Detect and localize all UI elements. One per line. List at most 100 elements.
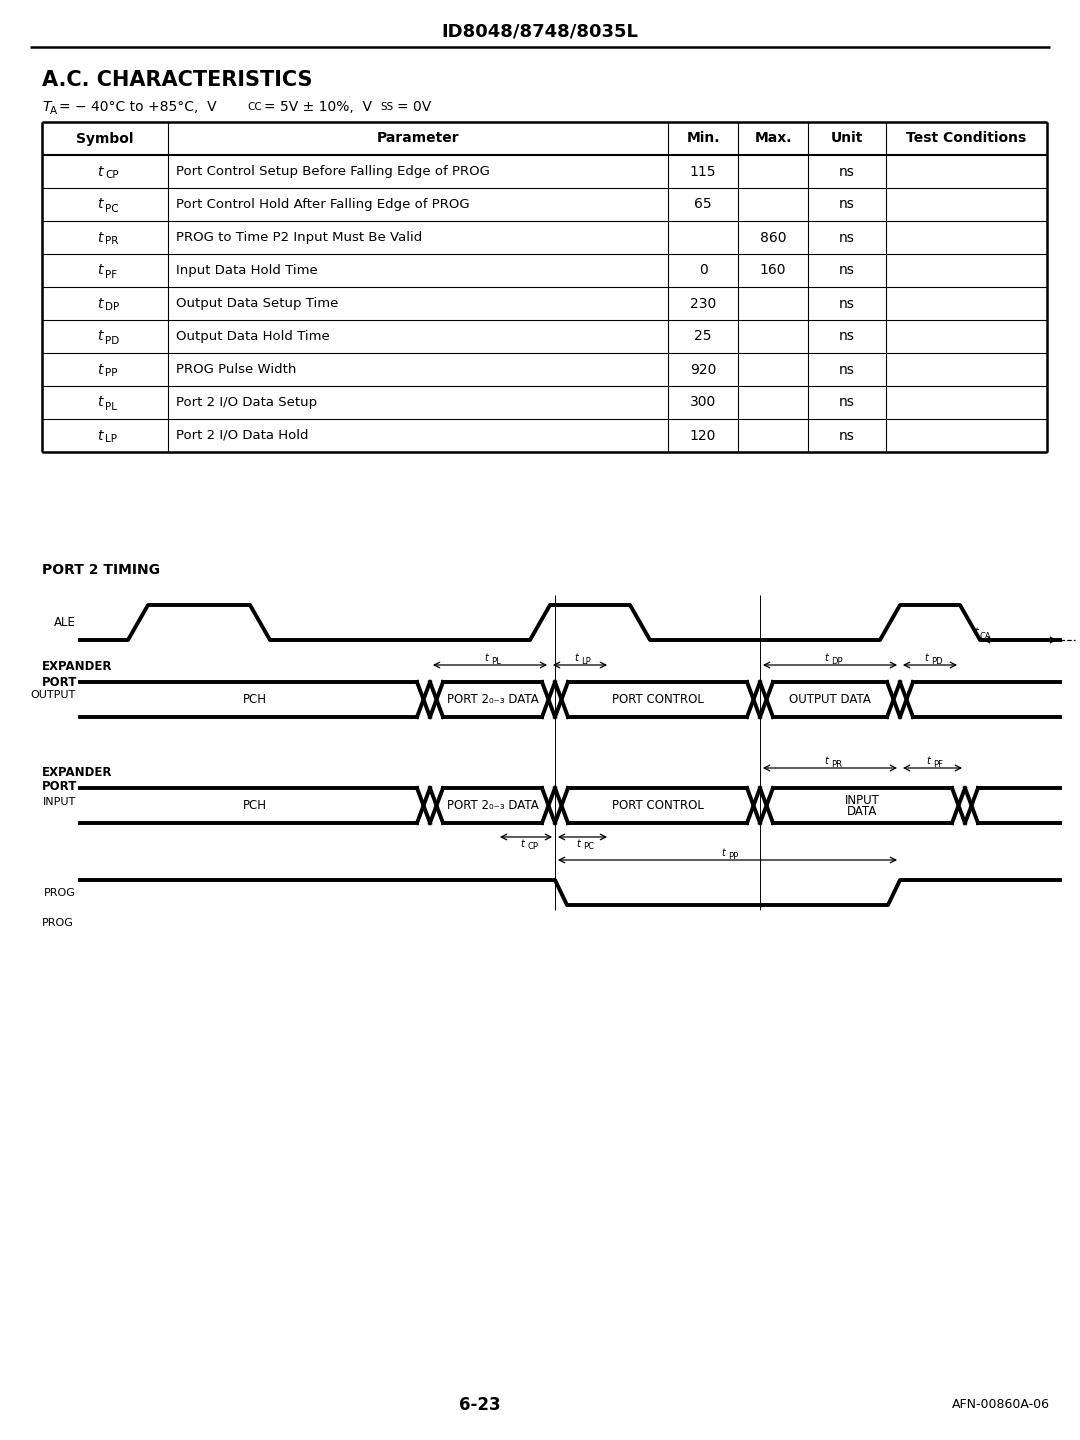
Text: PROG: PROG [42, 919, 73, 927]
Text: PF: PF [105, 269, 117, 279]
Text: OUTPUT: OUTPUT [30, 690, 76, 700]
Text: CP: CP [105, 170, 119, 180]
Text: t: t [824, 756, 828, 766]
Text: Port Control Setup Before Falling Edge of PROG: Port Control Setup Before Falling Edge o… [176, 166, 490, 179]
Text: PORT CONTROL: PORT CONTROL [611, 799, 703, 812]
Text: 65: 65 [694, 197, 712, 212]
Text: Parameter: Parameter [377, 131, 459, 145]
Text: Port 2 I/O Data Hold: Port 2 I/O Data Hold [176, 429, 309, 442]
Text: ns: ns [839, 197, 855, 212]
Text: ns: ns [839, 429, 855, 442]
Text: PP: PP [729, 852, 739, 861]
Text: ns: ns [839, 230, 855, 245]
Text: ns: ns [839, 297, 855, 311]
Text: PCH: PCH [243, 799, 267, 812]
Text: Port 2 I/O Data Setup: Port 2 I/O Data Setup [176, 396, 318, 409]
Text: t: t [824, 652, 828, 662]
Text: t: t [924, 652, 928, 662]
Text: 920: 920 [690, 363, 716, 376]
Text: ns: ns [839, 396, 855, 409]
Text: PD: PD [105, 336, 119, 346]
Text: INPUT: INPUT [43, 796, 76, 806]
Text: t: t [97, 429, 103, 442]
Text: t: t [577, 840, 580, 850]
Text: PF: PF [933, 760, 944, 769]
Text: ns: ns [839, 264, 855, 278]
Text: Port Control Hold After Falling Edge of PROG: Port Control Hold After Falling Edge of … [176, 197, 470, 212]
Text: 115: 115 [690, 164, 716, 179]
Text: t: t [97, 363, 103, 376]
Text: Test Conditions: Test Conditions [906, 131, 1027, 145]
Text: PR: PR [105, 236, 119, 246]
Text: PC: PC [583, 842, 594, 851]
Text: PL: PL [491, 657, 501, 665]
Text: t: t [484, 652, 488, 662]
Text: t: t [721, 848, 726, 858]
Text: PROG Pulse Width: PROG Pulse Width [176, 363, 296, 376]
Text: Unit: Unit [831, 131, 863, 145]
Text: 0: 0 [699, 264, 707, 278]
Text: = − 40°C to +85°C,  V: = − 40°C to +85°C, V [59, 99, 217, 114]
Text: 25: 25 [694, 330, 712, 344]
Text: AFN-00860A-06: AFN-00860A-06 [951, 1398, 1050, 1411]
Text: CA: CA [980, 632, 991, 641]
Text: t: t [97, 230, 103, 245]
Text: CC: CC [247, 102, 261, 112]
Text: ns: ns [839, 164, 855, 179]
Text: PR: PR [831, 760, 842, 769]
Text: EXPANDER: EXPANDER [42, 766, 112, 779]
Text: CP: CP [527, 842, 538, 851]
Text: Output Data Hold Time: Output Data Hold Time [176, 330, 329, 343]
Text: t: t [575, 652, 578, 662]
Text: PORT CONTROL: PORT CONTROL [611, 693, 703, 706]
Text: PORT 2 TIMING: PORT 2 TIMING [42, 563, 160, 577]
Text: Symbol: Symbol [77, 131, 134, 145]
Text: PORT 2₀₋₃ DATA: PORT 2₀₋₃ DATA [447, 799, 538, 812]
Text: Max.: Max. [754, 131, 792, 145]
Text: ns: ns [839, 330, 855, 344]
Text: ALE: ALE [54, 616, 76, 629]
Text: DP: DP [105, 302, 119, 312]
Text: t: t [97, 197, 103, 212]
Text: SS: SS [380, 102, 393, 112]
Text: PC: PC [105, 203, 119, 213]
Text: PORT 2₀₋₃ DATA: PORT 2₀₋₃ DATA [447, 693, 538, 706]
Text: Output Data Setup Time: Output Data Setup Time [176, 297, 338, 310]
Text: = 5V ± 10%,  V: = 5V ± 10%, V [264, 99, 372, 114]
Text: t: t [97, 297, 103, 311]
Text: PORT: PORT [42, 675, 78, 688]
Text: = 0V: = 0V [397, 99, 431, 114]
Text: T: T [42, 99, 51, 114]
Text: LP: LP [581, 657, 591, 665]
Text: 300: 300 [690, 396, 716, 409]
Text: 160: 160 [759, 264, 786, 278]
Text: t: t [974, 626, 978, 636]
Text: DP: DP [831, 657, 842, 665]
Text: t: t [521, 840, 524, 850]
Text: Min.: Min. [686, 131, 719, 145]
Text: A: A [50, 107, 57, 117]
Text: PL: PL [105, 402, 117, 412]
Text: LP: LP [105, 435, 117, 445]
Text: t: t [97, 396, 103, 409]
Text: 6-23: 6-23 [459, 1395, 501, 1414]
Text: 860: 860 [759, 230, 786, 245]
Text: PORT: PORT [42, 780, 78, 793]
Text: 230: 230 [690, 297, 716, 311]
Text: EXPANDER: EXPANDER [42, 661, 112, 674]
Text: PCH: PCH [243, 693, 267, 706]
Text: PROG: PROG [44, 887, 76, 897]
Text: Input Data Hold Time: Input Data Hold Time [176, 264, 318, 276]
Text: INPUT: INPUT [845, 793, 880, 806]
Text: PROG to Time P2 Input Must Be Valid: PROG to Time P2 Input Must Be Valid [176, 230, 422, 243]
Text: t: t [97, 330, 103, 344]
Text: A.C. CHARACTERISTICS: A.C. CHARACTERISTICS [42, 71, 312, 89]
Text: DATA: DATA [848, 805, 878, 818]
Text: PD: PD [931, 657, 943, 665]
Text: ID8048/8748/8035L: ID8048/8748/8035L [442, 23, 638, 40]
Text: PP: PP [105, 369, 118, 379]
Text: t: t [97, 164, 103, 179]
Text: t: t [97, 264, 103, 278]
Text: ns: ns [839, 363, 855, 376]
Text: 120: 120 [690, 429, 716, 442]
